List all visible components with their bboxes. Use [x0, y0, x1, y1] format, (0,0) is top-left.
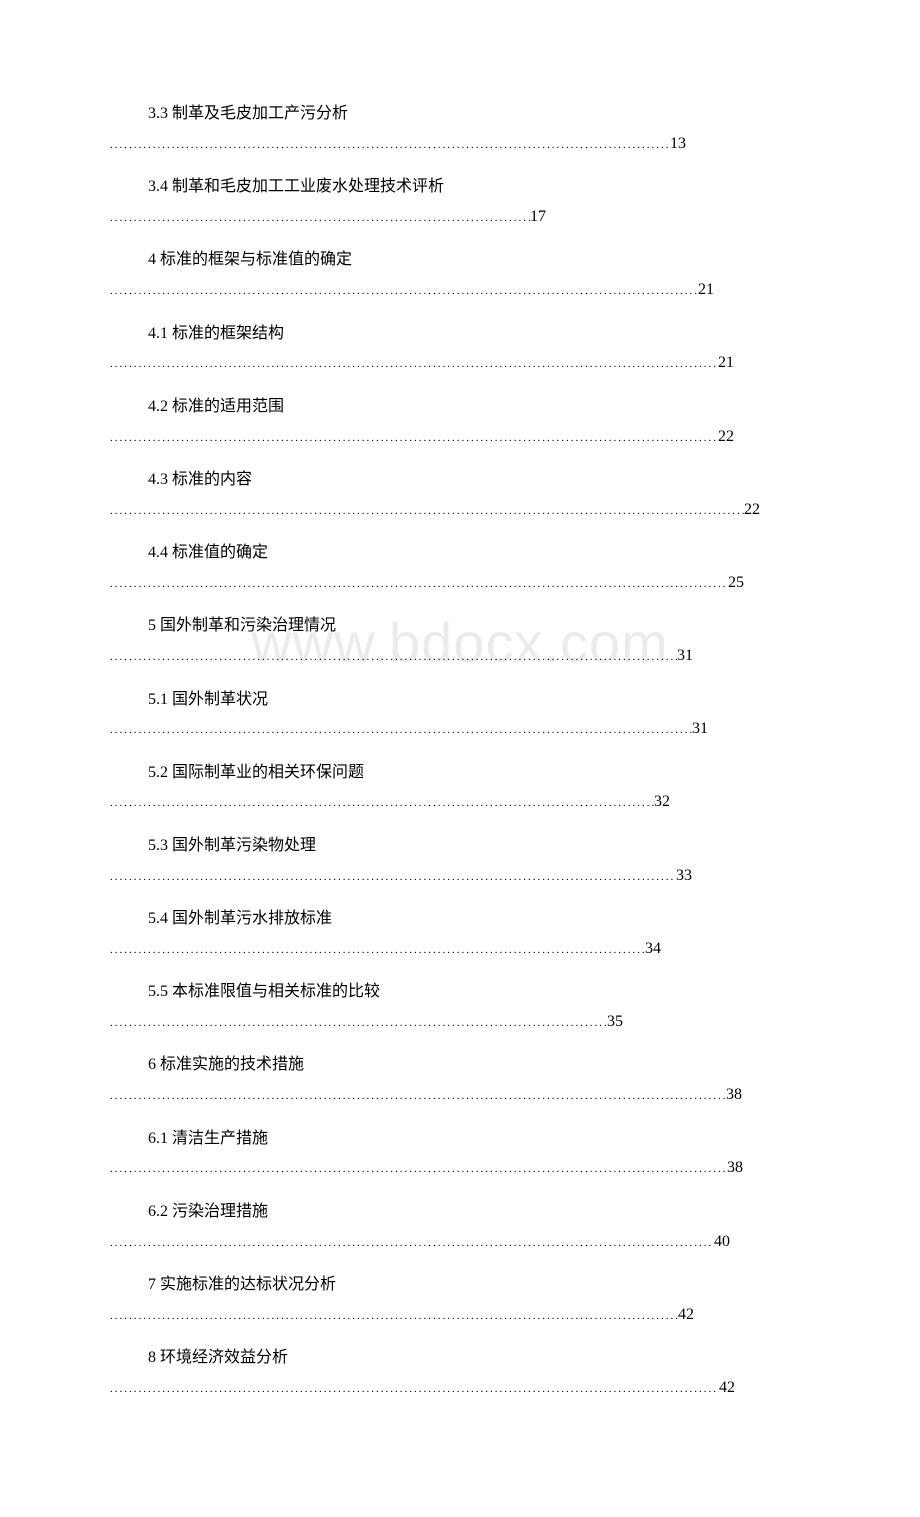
toc-dots-line: ........................................… [110, 1084, 810, 1106]
toc-page-number: 32 [654, 791, 670, 813]
toc-dots-line: ........................................… [110, 206, 810, 228]
toc-dots-line: ........................................… [110, 865, 810, 887]
toc-entry: 4.2 标准的适用范围.............................… [110, 393, 810, 448]
toc-container: 3.3 制革及毛皮加工产污分析.........................… [110, 100, 810, 1399]
toc-dots: ........................................… [110, 723, 692, 738]
toc-dots-line: ........................................… [110, 499, 810, 521]
toc-dots-line: ........................................… [110, 718, 810, 740]
toc-page-number: 13 [670, 133, 686, 155]
toc-entry: 4 标准的框架与标准值的确定..........................… [110, 246, 810, 301]
toc-page-number: 25 [728, 572, 744, 594]
toc-dots-line: ........................................… [110, 426, 810, 448]
toc-dots: ........................................… [110, 284, 698, 299]
toc-dots-line: ........................................… [110, 572, 810, 594]
toc-dots: ........................................… [110, 943, 645, 958]
toc-dots-line: ........................................… [110, 938, 810, 960]
toc-page-number: 38 [727, 1157, 743, 1179]
toc-page-number: 40 [714, 1231, 730, 1253]
toc-page-number: 31 [677, 645, 693, 667]
toc-entry-title: 5.5 本标准限值与相关标准的比较 [110, 978, 810, 1007]
toc-dots-line: ........................................… [110, 1231, 810, 1253]
toc-dots: ........................................… [110, 577, 728, 592]
toc-dots: ........................................… [110, 870, 676, 885]
toc-entry: 5.3 国外制革污染物处理...........................… [110, 832, 810, 887]
toc-dots: ........................................… [110, 1016, 607, 1031]
toc-dots: ........................................… [110, 650, 677, 665]
toc-entry: 5.5 本标准限值与相关标准的比较.......................… [110, 978, 810, 1033]
toc-page-number: 35 [607, 1011, 623, 1033]
toc-dots: ........................................… [110, 1162, 727, 1177]
toc-entry: 5.1 国外制革状况..............................… [110, 686, 810, 741]
toc-page-number: 21 [698, 279, 714, 301]
toc-page-number: 38 [726, 1084, 742, 1106]
toc-dots: ........................................… [110, 1236, 714, 1251]
toc-entry: 8 环境经济效益分析..............................… [110, 1344, 810, 1399]
toc-page-number: 34 [645, 938, 661, 960]
toc-entry-title: 5.2 国际制革业的相关环保问题 [110, 759, 810, 788]
toc-dots: ........................................… [110, 504, 744, 519]
toc-entry: 4.3 标准的内容...............................… [110, 466, 810, 521]
toc-entry: 4.4 标准值的确定..............................… [110, 539, 810, 594]
toc-entry-title: 3.3 制革及毛皮加工产污分析 [110, 100, 810, 129]
toc-dots: ........................................… [110, 138, 670, 153]
toc-entry-title: 4.3 标准的内容 [110, 466, 810, 495]
toc-entry-title: 5.3 国外制革污染物处理 [110, 832, 810, 861]
toc-dots-line: ........................................… [110, 1377, 810, 1399]
toc-page-number: 33 [676, 865, 692, 887]
toc-entry-title: 5.4 国外制革污水排放标准 [110, 905, 810, 934]
toc-page-number: 17 [530, 206, 546, 228]
toc-dots-line: ........................................… [110, 133, 810, 155]
toc-dots-line: ........................................… [110, 352, 810, 374]
toc-entry: 5 国外制革和污染治理情况...........................… [110, 612, 810, 667]
toc-dots: ........................................… [110, 1089, 726, 1104]
toc-page-number: 42 [678, 1304, 694, 1326]
toc-dots-line: ........................................… [110, 645, 810, 667]
toc-entry-title: 3.4 制革和毛皮加工工业废水处理技术评析 [110, 173, 810, 202]
toc-entry: 5.2 国际制革业的相关环保问题........................… [110, 759, 810, 814]
toc-entry: 5.4 国外制革污水排放标准..........................… [110, 905, 810, 960]
toc-page-number: 31 [692, 718, 708, 740]
toc-dots-line: ........................................… [110, 791, 810, 813]
toc-page-number: 42 [719, 1377, 735, 1399]
toc-entry-title: 4.4 标准值的确定 [110, 539, 810, 568]
toc-entry-title: 6.2 污染治理措施 [110, 1198, 810, 1227]
toc-page-number: 22 [718, 426, 734, 448]
toc-dots: ........................................… [110, 1382, 719, 1397]
toc-entry-title: 7 实施标准的达标状况分析 [110, 1271, 810, 1300]
toc-entry-title: 4.2 标准的适用范围 [110, 393, 810, 422]
toc-entry-title: 4 标准的框架与标准值的确定 [110, 246, 810, 275]
toc-page-number: 21 [718, 352, 734, 374]
toc-entry: 3.4 制革和毛皮加工工业废水处理技术评析...................… [110, 173, 810, 228]
toc-entry-title: 4.1 标准的框架结构 [110, 320, 810, 349]
page-content: 3.3 制革及毛皮加工产污分析.........................… [0, 0, 920, 1517]
toc-entry: 7 实施标准的达标状况分析...........................… [110, 1271, 810, 1326]
toc-entry-title: 8 环境经济效益分析 [110, 1344, 810, 1373]
toc-dots-line: ........................................… [110, 1157, 810, 1179]
toc-page-number: 22 [744, 499, 760, 521]
toc-dots: ........................................… [110, 431, 718, 446]
toc-dots: ........................................… [110, 357, 718, 372]
toc-dots-line: ........................................… [110, 1304, 810, 1326]
toc-entry-title: 6.1 清洁生产措施 [110, 1125, 810, 1154]
toc-dots-line: ........................................… [110, 1011, 810, 1033]
toc-dots: ........................................… [110, 1309, 678, 1324]
toc-dots: ........................................… [110, 211, 530, 226]
toc-dots: ........................................… [110, 796, 654, 811]
toc-entry-title: 5 国外制革和污染治理情况 [110, 612, 810, 641]
toc-entry: 6 标准实施的技术措施.............................… [110, 1051, 810, 1106]
toc-entry-title: 5.1 国外制革状况 [110, 686, 810, 715]
toc-entry: 4.1 标准的框架结构.............................… [110, 320, 810, 375]
toc-entry: 3.3 制革及毛皮加工产污分析.........................… [110, 100, 810, 155]
toc-entry: 6.1 清洁生产措施..............................… [110, 1125, 810, 1180]
toc-entry-title: 6 标准实施的技术措施 [110, 1051, 810, 1080]
toc-dots-line: ........................................… [110, 279, 810, 301]
toc-entry: 6.2 污染治理措施..............................… [110, 1198, 810, 1253]
